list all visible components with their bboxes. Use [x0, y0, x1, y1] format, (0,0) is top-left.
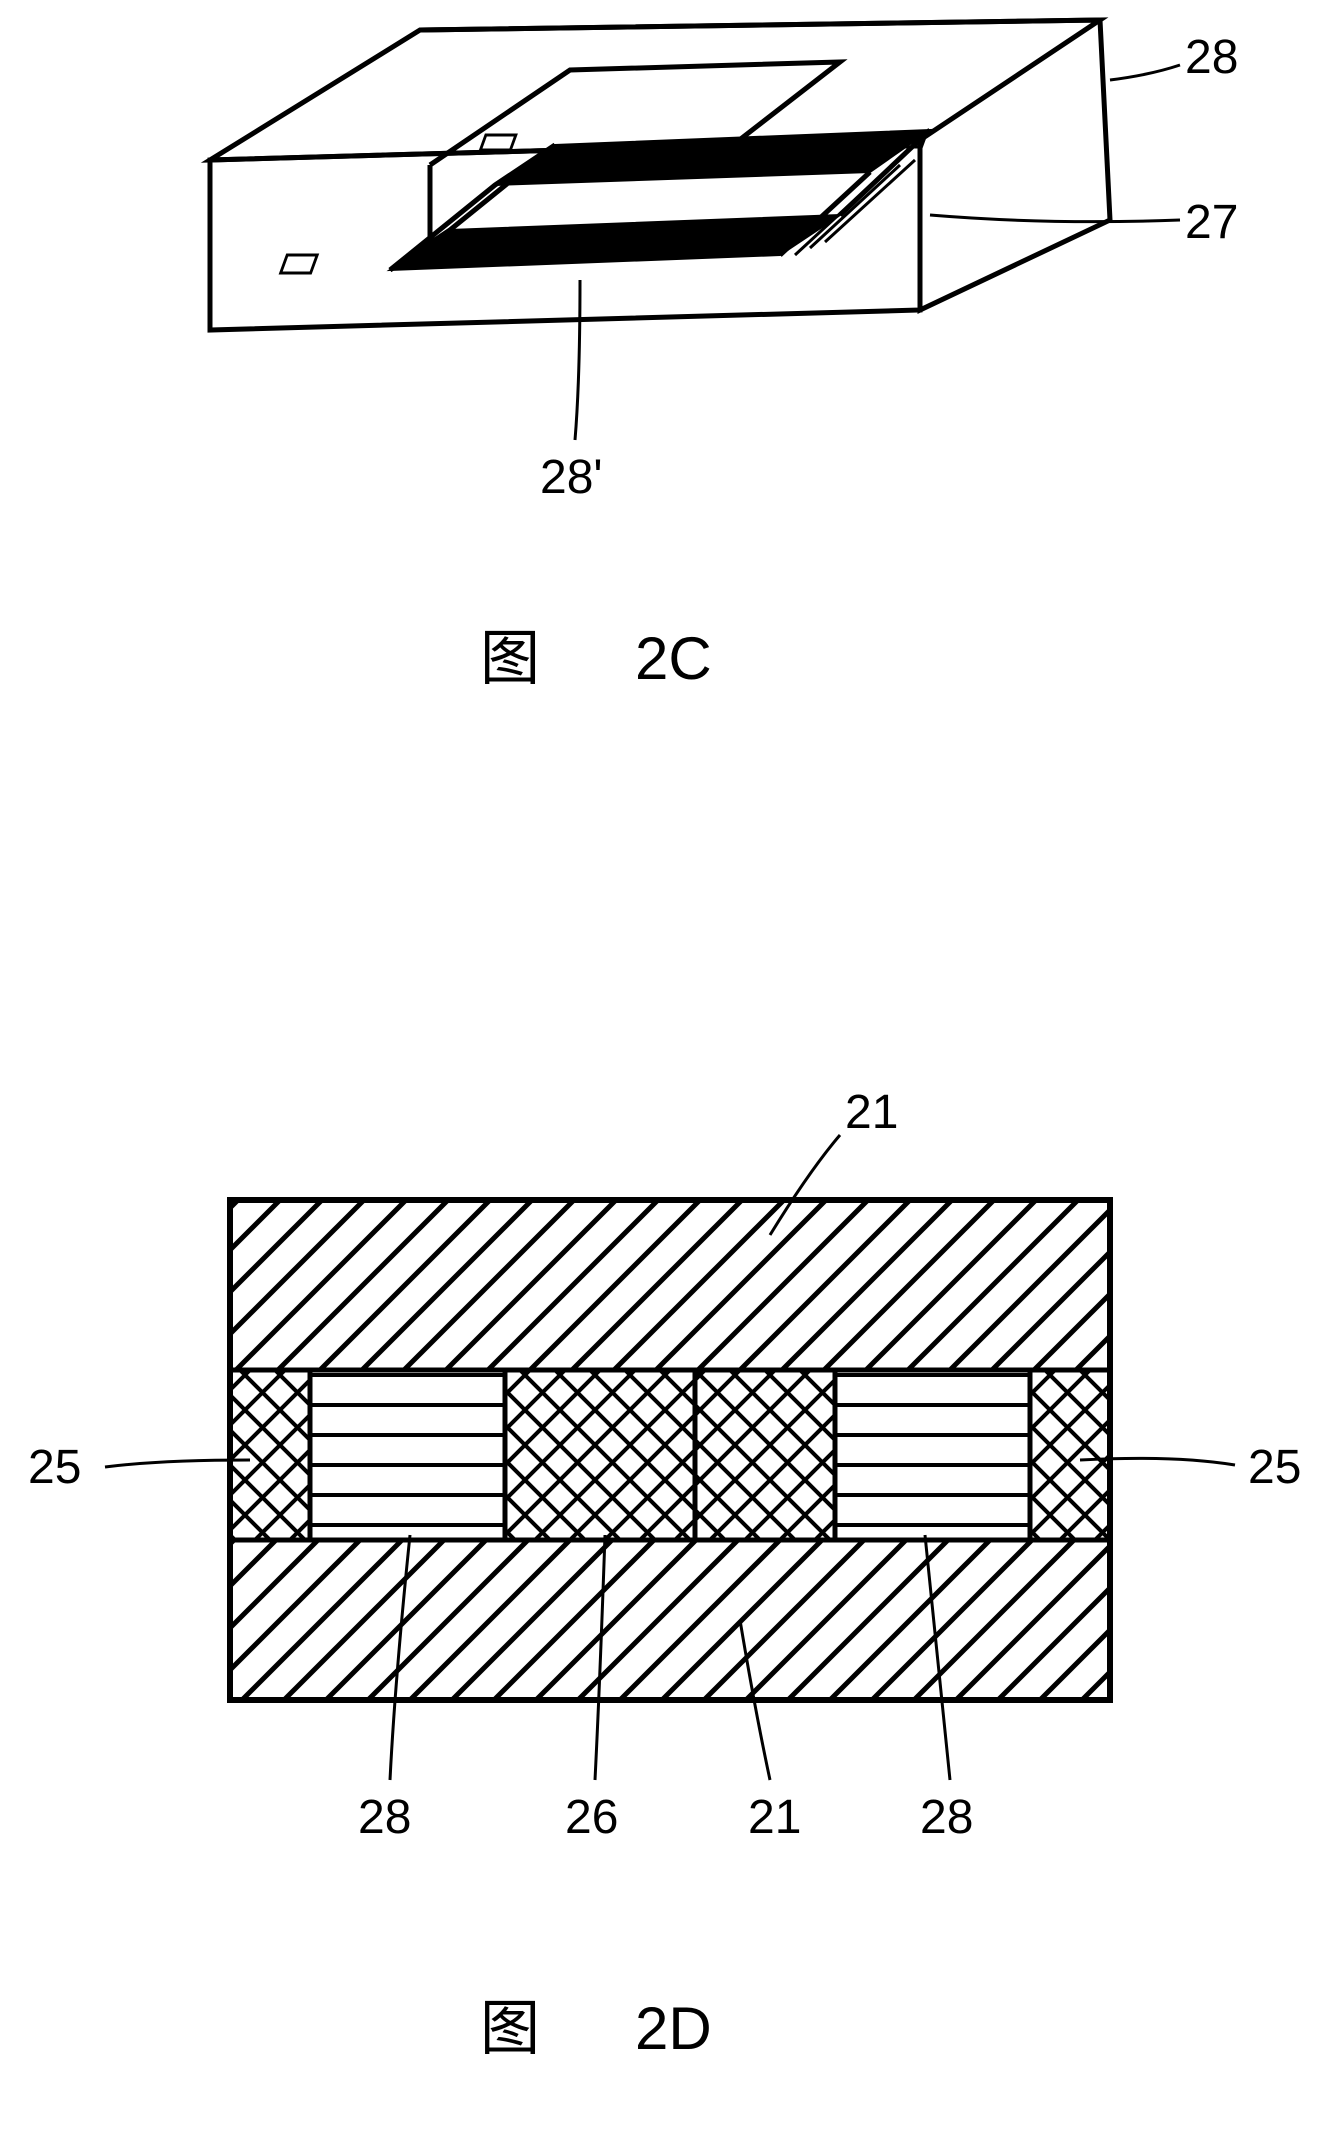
figure-2c-svg [100, 0, 1200, 520]
caption-2d-text: 图 [480, 1996, 540, 2062]
label-28-prime: 28' [540, 450, 603, 505]
label-26-bot: 26 [565, 1790, 618, 1845]
figure-2d: 21 25 25 28 26 21 28 [0, 1060, 1327, 1880]
figure-2d-svg [0, 1060, 1327, 1880]
caption-2d-num: 2D [635, 1995, 712, 2062]
label-28-bot-left: 28 [358, 1790, 411, 1845]
label-27: 27 [1185, 195, 1238, 250]
label-25-left: 25 [28, 1440, 81, 1495]
caption-2c-text: 图 [480, 626, 540, 692]
label-28-top: 28 [1185, 30, 1238, 85]
label-21-bot: 21 [748, 1790, 801, 1845]
figure-2c: 28 27 28' [100, 0, 1200, 600]
caption-2c: 图 2C [480, 610, 712, 697]
label-21-top: 21 [845, 1085, 898, 1140]
caption-2c-num: 2C [635, 625, 712, 692]
label-25-right: 25 [1248, 1440, 1301, 1495]
label-28-bot-right: 28 [920, 1790, 973, 1845]
caption-2d: 图 2D [480, 1980, 712, 2067]
